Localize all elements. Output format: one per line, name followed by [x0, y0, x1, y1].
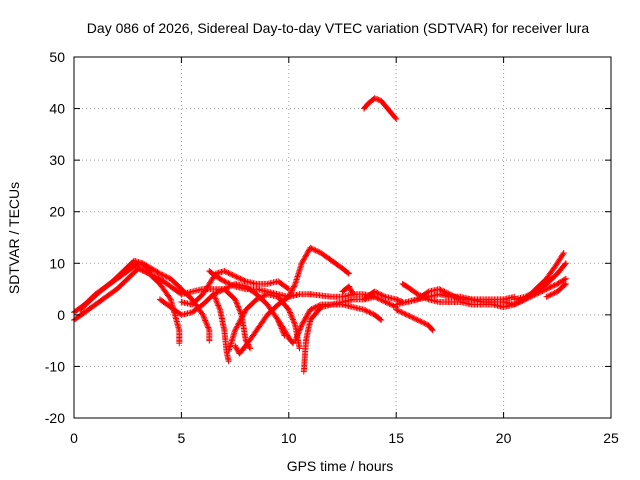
y-tick-label: 40 [49, 101, 65, 117]
trace-t12 [285, 244, 352, 300]
trace-t10 [232, 293, 292, 357]
trace-t16 [339, 283, 357, 298]
x-tick-label: 20 [496, 430, 512, 446]
trace-t18 [393, 306, 436, 334]
trace-t24 [361, 95, 400, 122]
y-tick-label: 0 [57, 307, 65, 323]
y-tick-label: 10 [49, 255, 65, 271]
x-tick-label: 15 [388, 430, 404, 446]
trace-t9 [225, 291, 303, 354]
chart-title: Day 086 of 2026, Sidereal Day-to-day VTE… [87, 20, 590, 36]
y-tick-label: 20 [49, 204, 65, 220]
y-tick-label: -20 [45, 410, 65, 426]
plot-frame [73, 56, 612, 419]
y-axis-label: SDTVAR / TECUs [6, 182, 22, 294]
x-tick-label: 5 [178, 430, 186, 446]
x-tick-label: 0 [70, 430, 78, 446]
ticks: 0 5 10 15 20 25 -20 -10 0 10 20 30 40 50 [45, 49, 619, 446]
y-tick-label: -10 [45, 358, 65, 374]
trace-t8 [210, 291, 232, 365]
trace-t6 [178, 268, 292, 308]
trace-t11 [275, 317, 297, 347]
y-tick-label: 50 [49, 49, 65, 65]
y-tick-label: 30 [49, 152, 65, 168]
x-tick-label: 10 [281, 430, 297, 446]
x-axis-label: GPS time / hours [287, 458, 394, 474]
trace-t22 [511, 260, 569, 303]
x-tick-label: 25 [603, 430, 619, 446]
trace-t17 [361, 288, 406, 305]
trace-t23 [543, 280, 569, 300]
plot-points [71, 95, 569, 375]
